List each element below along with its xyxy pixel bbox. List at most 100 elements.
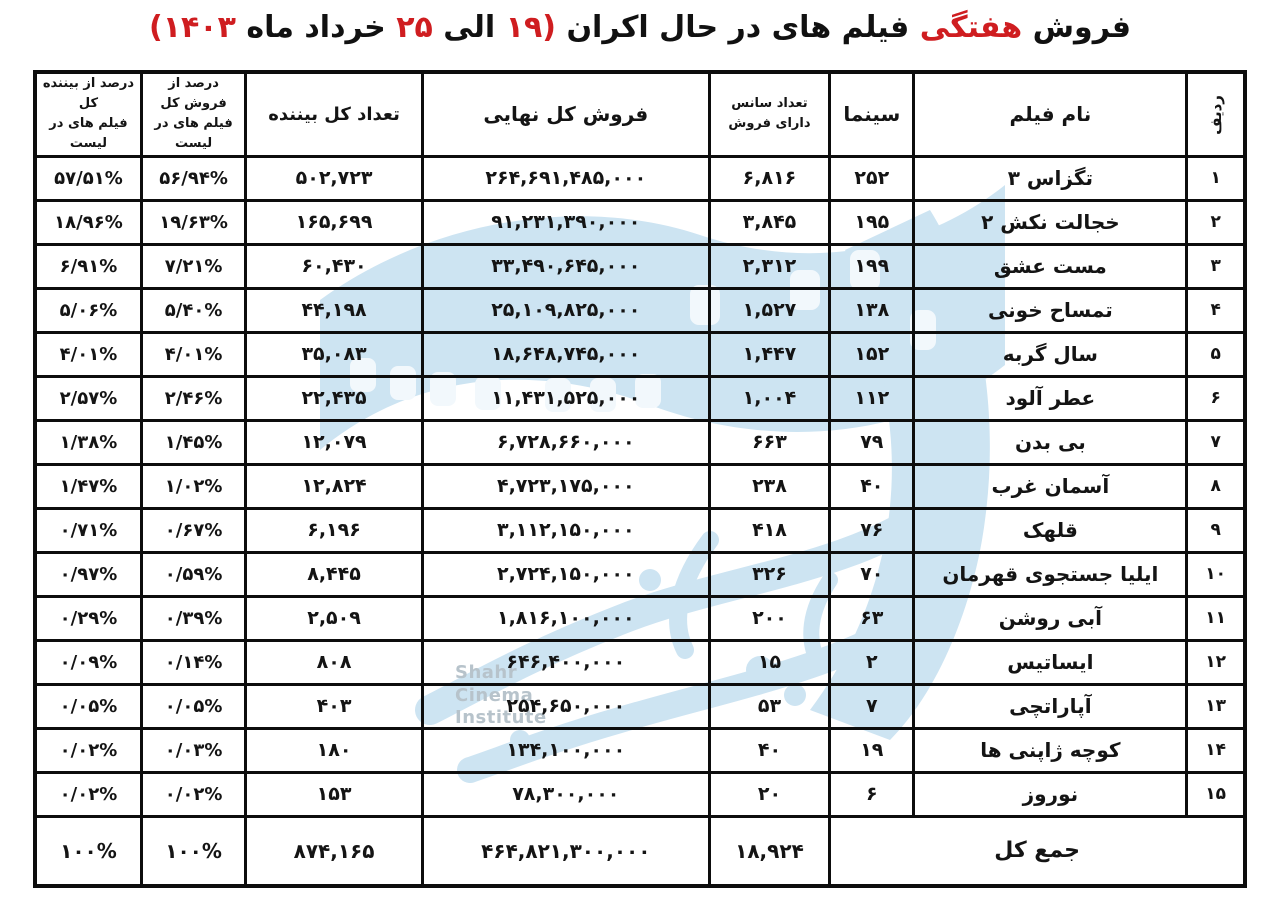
cell-percent-of-sales: ۲/۴۶% — [139, 374, 248, 422]
cell-film-name: آبی روشن — [912, 594, 1189, 642]
cell-row-number: ۱۳ — [1185, 682, 1247, 730]
table-row: ۲ خجالت نکش ۲ ۱۹۵ ۳,۸۴۵ ۹۱,۲۳۱,۳۹۰,۰۰۰ ۱… — [33, 198, 1247, 246]
cell-total-sales: ۱,۸۱۶,۱۰۰,۰۰۰ — [420, 594, 711, 642]
cell-percent-of-sales: ۱/۰۲% — [139, 462, 248, 510]
cell-percent-of-viewers: ۰/۲۹% — [33, 594, 143, 642]
cell-total-viewers: ۱۲,۰۷۹ — [244, 418, 424, 466]
title-date-start: (۱۹ — [505, 10, 556, 45]
cell-sessions: ۱,۵۲۷ — [707, 286, 832, 334]
cell-row-number: ۴ — [1185, 286, 1247, 334]
cell-total-sales: ۳,۱۱۲,۱۵۰,۰۰۰ — [420, 506, 711, 554]
header-row: ردیف نام فیلم سینما تعداد سانس دارای فرو… — [33, 70, 1247, 158]
cell-total-sales: ۲۵۴,۶۵۰,۰۰۰ — [420, 682, 711, 730]
header-cinema-count: سینما — [828, 70, 916, 158]
table-row: ۷ بی بدن ۷۹ ۶۶۳ ۶,۷۲۸,۶۶۰,۰۰۰ ۱۲,۰۷۹ ۱/۴… — [33, 418, 1247, 466]
table-row: ۹ قلهک ۷۶ ۴۱۸ ۳,۱۱۲,۱۵۰,۰۰۰ ۶,۱۹۶ ۰/۶۷% … — [33, 506, 1247, 554]
cell-film-name: قلهک — [912, 506, 1189, 554]
cell-percent-of-sales: ۰/۶۷% — [139, 506, 248, 554]
cell-sessions: ۵۳ — [707, 682, 832, 730]
cell-percent-of-viewers: ۱/۳۸% — [33, 418, 143, 466]
cell-sessions: ۱,۴۴۷ — [707, 330, 832, 378]
table-row: ۱۵ نوروز ۶ ۲۰ ۷۸,۳۰۰,۰۰۰ ۱۵۳ ۰/۰۲% ۰/۰۲% — [33, 770, 1247, 818]
cell-sessions: ۱۵ — [707, 638, 832, 686]
cell-sessions: ۱,۰۰۴ — [707, 374, 832, 422]
cell-film-name: ایساتیس — [912, 638, 1189, 686]
cell-cinema-count: ۷۹ — [828, 418, 916, 466]
table-row: ۱۰ ایلیا جستجوی قهرمان ۷۰ ۳۲۶ ۲,۷۲۴,۱۵۰,… — [33, 550, 1247, 598]
total-label: جمع کل — [828, 814, 1247, 888]
cell-total-viewers: ۴۰۳ — [244, 682, 424, 730]
cell-sessions: ۲۰ — [707, 770, 832, 818]
cell-film-name: بی بدن — [912, 418, 1189, 466]
cell-percent-of-viewers: ۰/۷۱% — [33, 506, 143, 554]
cell-percent-of-sales: ۷/۲۱% — [139, 242, 248, 290]
cell-film-name: تگزاس ۳ — [912, 154, 1189, 202]
title-word-month: خرداد ماه — [246, 10, 386, 45]
cell-total-viewers: ۱۲,۸۲۴ — [244, 462, 424, 510]
header-percent-of-viewers-line1: درصد از بیننده کل — [42, 76, 135, 112]
cell-percent-of-sales: ۰/۵۹% — [139, 550, 248, 598]
cell-percent-of-sales: ۰/۰۵% — [139, 682, 248, 730]
cell-row-number: ۳ — [1185, 242, 1247, 290]
cell-percent-of-viewers: ۵۷/۵۱% — [33, 154, 143, 202]
cell-percent-of-sales: ۰/۰۲% — [139, 770, 248, 818]
cell-cinema-count: ۱۹۵ — [828, 198, 916, 246]
total-viewers: ۸۷۴,۱۶۵ — [244, 814, 424, 888]
cell-total-viewers: ۶۰,۴۳۰ — [244, 242, 424, 290]
table-row: ۱۴ کوچه ژاپنی ها ۱۹ ۴۰ ۱۳۴,۱۰۰,۰۰۰ ۱۸۰ ۰… — [33, 726, 1247, 774]
cell-cinema-count: ۶ — [828, 770, 916, 818]
cell-row-number: ۱۰ — [1185, 550, 1247, 598]
cell-film-name: خجالت نکش ۲ — [912, 198, 1189, 246]
title-word-to: الی — [443, 10, 496, 45]
cell-row-number: ۱۴ — [1185, 726, 1247, 774]
header-sessions: تعداد سانس دارای فروش — [707, 70, 832, 158]
cell-cinema-count: ۶۳ — [828, 594, 916, 642]
header-sessions-line2: دارای فروش — [728, 116, 811, 132]
total-percent-of-viewers: ۱۰۰% — [33, 814, 143, 888]
table-row: ۳ مست عشق ۱۹۹ ۲,۳۱۲ ۳۳,۴۹۰,۶۴۵,۰۰۰ ۶۰,۴۳… — [33, 242, 1247, 290]
cell-total-viewers: ۴۴,۱۹۸ — [244, 286, 424, 334]
cell-cinema-count: ۱۳۸ — [828, 286, 916, 334]
cell-total-sales: ۴,۷۲۳,۱۷۵,۰۰۰ — [420, 462, 711, 510]
cell-percent-of-viewers: ۰/۰۲% — [33, 770, 143, 818]
header-total-viewers: تعداد کل بیننده — [244, 70, 424, 158]
cell-film-name: سال گربه — [912, 330, 1189, 378]
title-word-weekly: هفتگی — [919, 10, 1023, 45]
cell-film-name: نوروز — [912, 770, 1189, 818]
cell-percent-of-sales: ۵۶/۹۴% — [139, 154, 248, 202]
cell-total-viewers: ۳۵,۰۸۳ — [244, 330, 424, 378]
cell-total-sales: ۶,۷۲۸,۶۶۰,۰۰۰ — [420, 418, 711, 466]
header-film-name: نام فیلم — [912, 70, 1189, 158]
weekly-film-sales-table: ردیف نام فیلم سینما تعداد سانس دارای فرو… — [33, 70, 1247, 889]
cell-percent-of-sales: ۰/۱۴% — [139, 638, 248, 686]
total-percent-of-sales: ۱۰۰% — [139, 814, 248, 888]
cell-percent-of-viewers: ۵/۰۶% — [33, 286, 143, 334]
cell-total-viewers: ۸,۴۴۵ — [244, 550, 424, 598]
cell-sessions: ۶,۸۱۶ — [707, 154, 832, 202]
cell-percent-of-viewers: ۶/۹۱% — [33, 242, 143, 290]
cell-row-number: ۶ — [1185, 374, 1247, 422]
table-row: ۵ سال گربه ۱۵۲ ۱,۴۴۷ ۱۸,۶۴۸,۷۴۵,۰۰۰ ۳۵,۰… — [33, 330, 1247, 378]
table-row: ۱۳ آپاراتچی ۷ ۵۳ ۲۵۴,۶۵۰,۰۰۰ ۴۰۳ ۰/۰۵% ۰… — [33, 682, 1247, 730]
header-total-sales: فروش کل نهایی — [420, 70, 711, 158]
cell-row-number: ۱ — [1185, 154, 1247, 202]
title-date-end: ۲۵ — [396, 10, 433, 45]
cell-total-viewers: ۶,۱۹۶ — [244, 506, 424, 554]
total-sessions: ۱۸,۹۲۴ — [707, 814, 832, 888]
cell-total-viewers: ۸۰۸ — [244, 638, 424, 686]
table-row: ۱۱ آبی روشن ۶۳ ۲۰۰ ۱,۸۱۶,۱۰۰,۰۰۰ ۲,۵۰۹ ۰… — [33, 594, 1247, 642]
cell-percent-of-sales: ۱۹/۶۳% — [139, 198, 248, 246]
cell-film-name: تمساح خونی — [912, 286, 1189, 334]
cell-total-sales: ۱۳۴,۱۰۰,۰۰۰ — [420, 726, 711, 774]
header-sessions-line1: تعداد سانس — [731, 96, 808, 112]
cell-film-name: آپاراتچی — [912, 682, 1189, 730]
cell-row-number: ۱۱ — [1185, 594, 1247, 642]
cell-percent-of-viewers: ۰/۰۹% — [33, 638, 143, 686]
cell-total-viewers: ۱۶۵,۶۹۹ — [244, 198, 424, 246]
cell-sessions: ۲۳۸ — [707, 462, 832, 510]
cell-total-sales: ۱۸,۶۴۸,۷۴۵,۰۰۰ — [420, 330, 711, 378]
cell-sessions: ۴۱۸ — [707, 506, 832, 554]
total-row: جمع کل ۱۸,۹۲۴ ۴۶۴,۸۲۱,۳۰۰,۰۰۰ ۸۷۴,۱۶۵ ۱۰… — [33, 814, 1247, 888]
cell-total-sales: ۹۱,۲۳۱,۳۹۰,۰۰۰ — [420, 198, 711, 246]
cell-percent-of-viewers: ۱/۴۷% — [33, 462, 143, 510]
